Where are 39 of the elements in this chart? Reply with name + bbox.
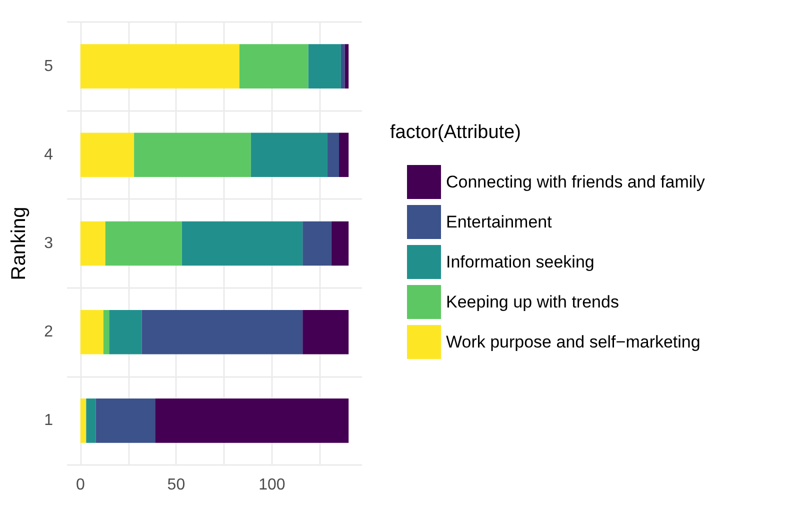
bar — [339, 132, 349, 178]
y-tick-label: 5 — [44, 58, 54, 75]
bar — [182, 221, 303, 266]
bar — [340, 44, 345, 88]
legend-title: factor(Attribute) — [390, 122, 521, 143]
bar — [134, 132, 251, 178]
bar — [80, 221, 106, 266]
x-tick-label: 50 — [167, 476, 186, 494]
bar — [155, 398, 349, 443]
bar — [80, 44, 240, 88]
bar — [80, 398, 86, 443]
y-tick-label: 1 — [44, 412, 54, 430]
bar — [328, 132, 340, 178]
bar — [109, 310, 142, 354]
bar — [80, 310, 104, 354]
bar — [250, 132, 328, 178]
bar — [142, 310, 303, 354]
x-tick-label: 0 — [76, 476, 85, 494]
y-axis-title: Ranking — [8, 206, 30, 280]
bar — [103, 310, 110, 354]
legend-label: Information seeking — [446, 252, 594, 272]
legend-label: Work purpose and self−marketing — [446, 332, 700, 352]
legend-label: Entertainment — [446, 212, 552, 232]
bar — [302, 221, 332, 266]
y-tick-label: 2 — [44, 324, 54, 341]
bar — [344, 44, 349, 88]
y-tick-label: 3 — [44, 235, 54, 252]
bar — [96, 398, 156, 443]
bar — [302, 310, 349, 354]
bar — [105, 221, 182, 266]
y-tick-label: 4 — [44, 146, 54, 164]
bar — [239, 44, 308, 88]
x-tick-label: 100 — [258, 476, 286, 494]
bar — [308, 44, 341, 88]
bar — [86, 398, 96, 443]
legend-label: Connecting with friends and family — [446, 172, 706, 192]
bar — [331, 221, 349, 266]
legend-label: Keeping up with trends — [446, 292, 619, 312]
bar — [80, 132, 134, 178]
